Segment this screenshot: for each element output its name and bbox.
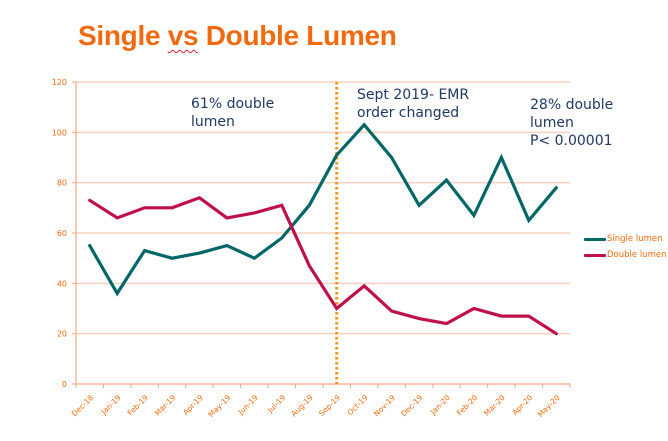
x-tick-label: Sep-19 bbox=[317, 393, 342, 418]
x-tick-label: Dec-19 bbox=[399, 393, 424, 418]
title-text-double-lumen: Double Lumen bbox=[198, 20, 397, 51]
legend-item-double: Double lumen bbox=[584, 250, 666, 260]
annotation-emr-change: Sept 2019- EMR order changed bbox=[357, 86, 469, 122]
x-tick-label: Apr-20 bbox=[510, 393, 534, 417]
y-tick-label: 0 bbox=[62, 380, 67, 389]
legend-swatch-single bbox=[584, 237, 606, 241]
annotation-before-line2: lumen bbox=[191, 114, 235, 130]
x-tick-label: Feb-19 bbox=[126, 393, 151, 418]
annotation-before-line1: 61% double bbox=[191, 96, 275, 112]
x-tick-label: Jan-19 bbox=[99, 393, 123, 417]
x-tick-label: Apr-19 bbox=[181, 393, 205, 417]
y-tick-label: 100 bbox=[52, 128, 67, 137]
x-tick-label: Jul-19 bbox=[265, 393, 287, 415]
x-tick-label: May-20 bbox=[536, 393, 562, 419]
x-tick-label: May-19 bbox=[206, 393, 232, 419]
slide-title: Single vs Double Lumen bbox=[78, 20, 397, 52]
x-tick-label: Jan-20 bbox=[428, 393, 452, 417]
x-tick-label: Aug-19 bbox=[289, 393, 315, 419]
legend-swatch-double bbox=[584, 253, 606, 257]
legend-label-single: Single lumen bbox=[607, 234, 663, 244]
y-tick-label: 40 bbox=[57, 279, 67, 288]
series-line-single-lumen bbox=[88, 122, 558, 297]
annotation-p-value: P< 0.00001 bbox=[530, 133, 613, 149]
x-tick-label: Mar-19 bbox=[153, 393, 178, 418]
y-tick-label: 20 bbox=[57, 330, 67, 339]
title-text-single: Single bbox=[78, 20, 168, 51]
title-text-vs: vs bbox=[167, 20, 199, 51]
series-line-double-lumen bbox=[88, 196, 558, 336]
annotation-before: 61% double lumen bbox=[191, 95, 274, 131]
x-tick-label: Oct-19 bbox=[345, 393, 369, 417]
x-tick-label: Dec-18 bbox=[70, 393, 95, 418]
annotation-change-line2: order changed bbox=[357, 105, 460, 121]
x-tick-label: Feb-20 bbox=[455, 393, 480, 418]
y-tick-label: 80 bbox=[57, 179, 67, 188]
y-tick-label: 120 bbox=[52, 78, 67, 87]
y-tick-label: 60 bbox=[57, 229, 67, 238]
legend-label-double: Double lumen bbox=[607, 250, 667, 260]
x-tick-label: Mar-20 bbox=[482, 393, 507, 418]
x-tick-label: Jun-19 bbox=[236, 393, 260, 417]
annotation-after-line2: lumen bbox=[530, 115, 574, 131]
annotation-change-line1: Sept 2019- EMR bbox=[357, 87, 470, 103]
annotation-after: 28% double lumen P< 0.00001 bbox=[530, 96, 613, 150]
x-tick-label: Nov-19 bbox=[372, 393, 397, 418]
annotation-after-line1: 28% double bbox=[530, 97, 614, 113]
legend-item-single: Single lumen bbox=[584, 234, 662, 244]
